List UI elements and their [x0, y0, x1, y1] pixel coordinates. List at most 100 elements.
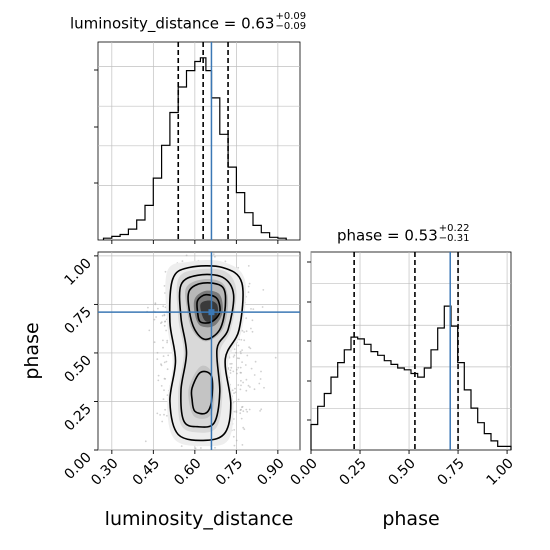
scatter-point — [163, 361, 166, 364]
phase-title-value: 0.53 — [404, 226, 438, 245]
lum-title-lower: −0.09 — [275, 21, 307, 32]
scatter-point — [248, 408, 251, 411]
scatter-point — [237, 266, 240, 269]
phase-title-name: phase — [337, 226, 383, 245]
scatter-point — [247, 384, 250, 387]
scatter-point — [162, 305, 165, 308]
scatter-point — [240, 384, 242, 387]
scatter-point — [248, 282, 251, 285]
scatter-point — [235, 411, 238, 414]
scatter-point — [165, 329, 168, 332]
scatter-point — [233, 444, 236, 447]
phase-hist-grid — [310, 252, 511, 450]
phase-histogram — [310, 305, 512, 450]
x-tick-label: 0.00 — [287, 456, 320, 489]
scatter-point — [245, 317, 248, 320]
lum-title-name: luminosity_distance — [70, 14, 219, 33]
scatter-point — [164, 320, 166, 323]
scatter-point — [250, 367, 253, 370]
scatter-point — [251, 330, 254, 333]
scatter-point — [163, 314, 166, 317]
scatter-point — [236, 357, 239, 360]
scatter-point — [200, 447, 202, 449]
scatter-point — [166, 368, 169, 371]
scatter-point — [242, 381, 245, 384]
scatter-point — [157, 307, 159, 310]
x-tick-label: 0.75 — [213, 456, 246, 489]
scatter-point — [237, 384, 240, 386]
scatter-point — [163, 389, 165, 392]
scatter-point — [247, 291, 250, 294]
phase-title-upper: +0.22 — [438, 223, 470, 234]
scatter-point — [157, 379, 160, 382]
scatter-point — [229, 369, 232, 372]
phase-hist-line — [310, 305, 512, 450]
scatter-point — [241, 361, 244, 363]
scatter-point — [260, 408, 263, 411]
scatter-point — [166, 394, 169, 396]
scatter-point — [162, 398, 165, 400]
scatter-point — [163, 377, 166, 380]
scatter-point — [160, 322, 162, 325]
scatter-point — [240, 417, 243, 420]
scatter-point — [240, 379, 242, 382]
scatter-point — [144, 440, 147, 443]
scatter-point — [243, 339, 246, 342]
scatter-point — [233, 429, 236, 431]
scatter-point — [235, 351, 238, 354]
y-tick-label: 0.75 — [61, 304, 94, 337]
scatter-point — [248, 346, 251, 349]
scatter-point — [234, 387, 236, 390]
scatter-point — [239, 388, 242, 391]
scatter-point — [162, 355, 165, 357]
scatter-point — [240, 352, 242, 355]
lum-title-errors: +0.09 −0.09 — [275, 12, 306, 32]
scatter-point — [241, 329, 244, 332]
scatter-point — [229, 363, 232, 365]
scatter-point — [164, 408, 167, 411]
contour-line — [168, 265, 244, 442]
phase-title-eq: = — [382, 226, 405, 245]
contour-line — [178, 273, 235, 428]
scatter-point — [161, 420, 164, 423]
scatter-point — [160, 385, 163, 387]
phase-hist-frame — [310, 251, 512, 451]
contour-line — [196, 293, 221, 324]
scatter-point — [245, 378, 248, 381]
scatter-point — [224, 260, 227, 263]
scatter-point — [164, 270, 167, 273]
x-axis-label-phase: phase — [382, 508, 439, 530]
x-axis-label-lum: luminosity_distance — [105, 508, 294, 530]
scatter-point — [162, 346, 164, 349]
scatter-point — [241, 349, 244, 351]
scatter-point — [258, 382, 261, 385]
scatter-point — [156, 351, 159, 354]
scatter-point — [253, 388, 256, 391]
tick-labels: 0.30 0.45 0.60 0.75 0.90 0.00 0.25 0.50 0.75 1.00… — [61, 255, 516, 488]
scatter-point — [240, 338, 243, 341]
quantile-lines — [177, 42, 459, 450]
scatter-point — [232, 435, 235, 438]
truth-marker — [208, 309, 215, 316]
scatter-point — [239, 350, 242, 353]
scatter-point — [246, 354, 249, 357]
lum-hist-grid — [98, 42, 300, 240]
scatter-point — [239, 366, 242, 369]
scatter-point — [181, 260, 184, 262]
scatter-point — [243, 428, 246, 431]
scatter-point — [241, 444, 244, 446]
x-tick-label: 1.00 — [484, 456, 517, 489]
scatter-point — [239, 371, 242, 374]
axis-ticks — [94, 69, 508, 454]
scatter-point — [245, 408, 248, 411]
scatter-point — [163, 285, 166, 287]
scatter-point — [249, 347, 252, 350]
scatter-point — [249, 386, 251, 388]
scatter-point — [245, 330, 248, 333]
scatter-point — [148, 329, 151, 332]
scatter-point — [155, 316, 158, 318]
x-tick-label: 0.50 — [385, 456, 418, 489]
scatter-point — [233, 392, 236, 394]
scatter-point — [234, 391, 237, 394]
